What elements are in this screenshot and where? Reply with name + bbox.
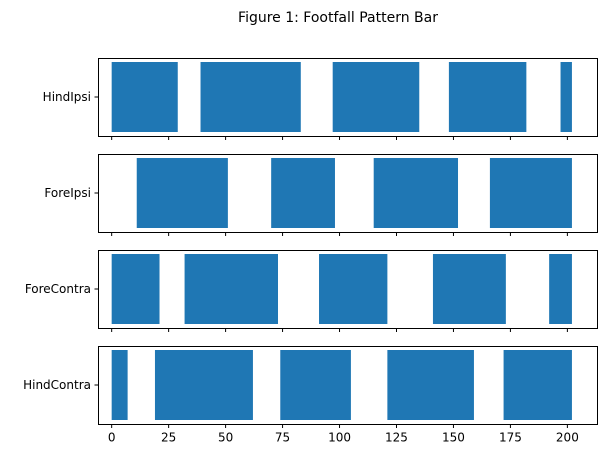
stance-bar-hindcontra-0 (111, 350, 128, 420)
axes-frame (98, 250, 598, 329)
x-tick-label-50: 50 (218, 431, 233, 445)
x-tick-label-125: 125 (385, 431, 408, 445)
stance-bar-forecontra-1 (184, 254, 278, 324)
x-tick-label-0: 0 (108, 431, 116, 445)
x-tick-label-200: 200 (556, 431, 579, 445)
panel-hindcontra: HindContra 0 25 50 75 100 125 150 175 200 (23, 346, 598, 445)
stance-bar-hindcontra-2 (280, 350, 351, 420)
stance-bar-hindipsi-4 (560, 62, 572, 132)
axes-frame (98, 154, 598, 233)
stance-bar-hindcontra-1 (154, 350, 253, 420)
stance-bar-hindipsi-2 (332, 62, 420, 132)
x-tick-label-150: 150 (442, 431, 465, 445)
row-label-forecontra: ForeContra (25, 282, 91, 296)
stance-bar-forecontra-2 (319, 254, 388, 324)
panel-forecontra: ForeContra (25, 250, 598, 332)
row-label-hindipsi: HindIpsi (43, 90, 91, 104)
x-tick-label-175: 175 (499, 431, 522, 445)
stance-bar-hindcontra-4 (503, 350, 572, 420)
stance-bar-hindipsi-3 (448, 62, 527, 132)
x-tick-label-75: 75 (275, 431, 290, 445)
stance-bar-foreipsi-0 (136, 158, 228, 228)
stance-bar-foreipsi-3 (489, 158, 572, 228)
row-label-foreipsi: ForeIpsi (44, 186, 91, 200)
panel-foreipsi: ForeIpsi (44, 154, 598, 236)
stance-bar-hindcontra-3 (387, 350, 474, 420)
stance-bar-forecontra-4 (549, 254, 572, 324)
x-tick-label-25: 25 (161, 431, 176, 445)
panel-hindipsi: HindIpsi (43, 58, 598, 140)
stance-bar-forecontra-0 (111, 254, 160, 324)
chart-title: Figure 1: Footfall Pattern Bar (238, 10, 438, 26)
axes-frame (98, 58, 598, 137)
x-tick-label-100: 100 (328, 431, 351, 445)
stance-bar-foreipsi-2 (373, 158, 459, 228)
chart-panels: HindIpsi ForeIpsi ForeContra HindContra 0 25 5… (23, 58, 598, 445)
stance-bar-foreipsi-1 (271, 158, 335, 228)
stance-bar-hindipsi-1 (200, 62, 301, 132)
stance-bar-forecontra-3 (432, 254, 506, 324)
row-label-hindcontra: HindContra (23, 378, 91, 392)
stance-bar-hindipsi-0 (111, 62, 178, 132)
axes-frame (98, 346, 598, 425)
